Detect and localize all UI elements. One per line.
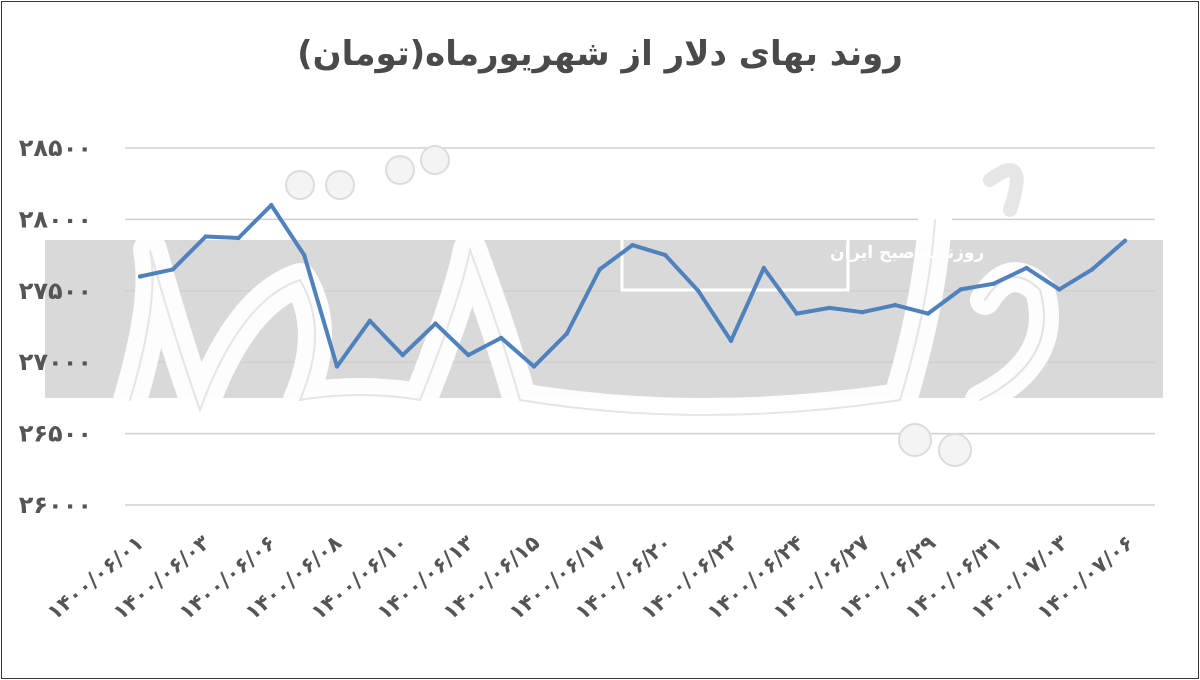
- data-point: [794, 311, 799, 316]
- data-point: [400, 352, 405, 358]
- y-axis-ticks: ۲۶۰۰۰ ۲۶۵۰۰ ۲۷۰۰۰ ۲۷۵۰۰ ۲۸۰۰۰ ۲۸۵۰۰: [19, 134, 92, 519]
- data-point: [893, 302, 898, 308]
- data-point: [761, 265, 766, 271]
- y-tick-label: ۲۶۵۰۰: [19, 420, 92, 448]
- data-point: [531, 364, 537, 369]
- data-point: [334, 364, 340, 369]
- data-point: [827, 305, 832, 311]
- data-point: [1057, 287, 1062, 292]
- series-layer: [137, 202, 1128, 369]
- data-point: [1024, 265, 1029, 271]
- data-point: [925, 311, 931, 316]
- data-point: [466, 352, 471, 358]
- data-point: [728, 338, 734, 343]
- data-point: [302, 252, 307, 258]
- data-point: [499, 335, 504, 341]
- data-point: [367, 318, 372, 323]
- data-point: [269, 202, 274, 208]
- data-point: [433, 321, 438, 326]
- data-point: [1122, 238, 1128, 243]
- data-point: [236, 235, 241, 241]
- y-tick-label: ۲۷۰۰۰: [19, 348, 92, 376]
- data-point: [1090, 267, 1095, 272]
- data-point: [663, 252, 668, 258]
- data-point: [170, 267, 175, 272]
- data-point: [958, 287, 963, 292]
- watermark-logo: روزنامه صبح ایران: [113, 145, 1059, 467]
- chart-title: روند بهای دلار از شهریورماه(تومان): [297, 34, 903, 74]
- y-tick-label: ۲۷۵۰۰: [19, 277, 92, 305]
- data-point: [203, 234, 208, 239]
- y-tick-label: ۲۶۰۰۰: [19, 491, 92, 519]
- data-point: [991, 281, 996, 286]
- y-tick-label: ۲۸۵۰۰: [19, 134, 92, 162]
- watermark-stamp-text: روزنامه صبح ایران: [830, 243, 984, 263]
- data-point: [597, 267, 602, 272]
- data-point: [630, 242, 635, 248]
- y-tick-label: ۲۸۰۰۰: [19, 205, 92, 233]
- data-point: [564, 331, 569, 336]
- watermark-stamp-box: [620, 230, 850, 292]
- data-point: [696, 288, 701, 293]
- x-axis-ticks: ۱۴۰۰/۰۶/۰۱۱۴۰۰/۰۶/۰۳۱۴۰۰/۰۶/۰۶۱۴۰۰/۰۶/۰۸…: [42, 530, 1138, 624]
- data-point: [860, 310, 865, 315]
- data-point: [137, 274, 143, 279]
